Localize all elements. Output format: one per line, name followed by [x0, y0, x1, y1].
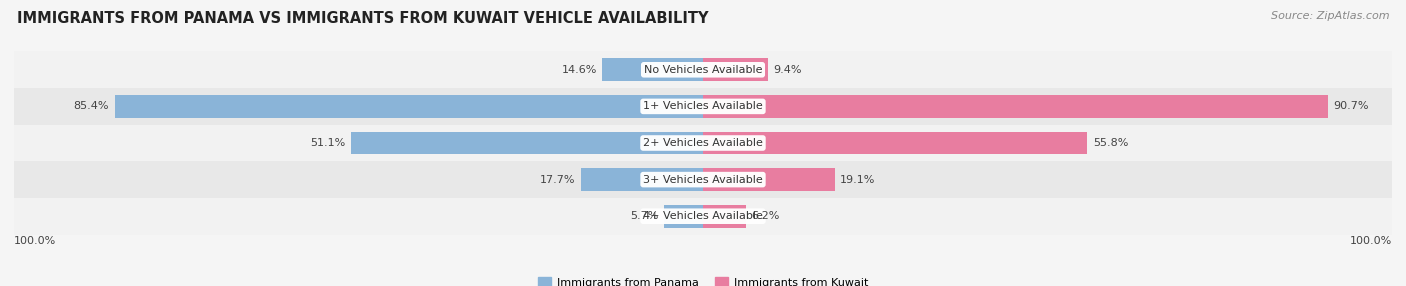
Text: 3+ Vehicles Available: 3+ Vehicles Available — [643, 175, 763, 184]
Bar — [664, 205, 703, 228]
Text: 6.2%: 6.2% — [751, 211, 779, 221]
Bar — [14, 125, 1392, 161]
Text: 2+ Vehicles Available: 2+ Vehicles Available — [643, 138, 763, 148]
Bar — [703, 95, 1327, 118]
Text: 17.7%: 17.7% — [540, 175, 575, 184]
Text: No Vehicles Available: No Vehicles Available — [644, 65, 762, 75]
Text: 85.4%: 85.4% — [73, 102, 110, 111]
Bar — [703, 168, 835, 191]
Legend: Immigrants from Panama, Immigrants from Kuwait: Immigrants from Panama, Immigrants from … — [537, 277, 869, 286]
Text: 100.0%: 100.0% — [14, 236, 56, 246]
Text: 4+ Vehicles Available: 4+ Vehicles Available — [643, 211, 763, 221]
Bar — [352, 132, 703, 154]
Bar — [14, 88, 1392, 125]
Bar — [14, 161, 1392, 198]
Text: 90.7%: 90.7% — [1333, 102, 1369, 111]
Text: Source: ZipAtlas.com: Source: ZipAtlas.com — [1271, 11, 1389, 21]
Text: 55.8%: 55.8% — [1092, 138, 1129, 148]
Bar — [115, 95, 703, 118]
Text: 19.1%: 19.1% — [841, 175, 876, 184]
Text: 5.7%: 5.7% — [630, 211, 658, 221]
Bar — [14, 51, 1392, 88]
Text: IMMIGRANTS FROM PANAMA VS IMMIGRANTS FROM KUWAIT VEHICLE AVAILABILITY: IMMIGRANTS FROM PANAMA VS IMMIGRANTS FRO… — [17, 11, 709, 26]
Text: 100.0%: 100.0% — [1350, 236, 1392, 246]
Bar — [703, 58, 768, 81]
Bar — [14, 198, 1392, 235]
Bar — [703, 132, 1087, 154]
Text: 1+ Vehicles Available: 1+ Vehicles Available — [643, 102, 763, 111]
Text: 14.6%: 14.6% — [561, 65, 598, 75]
Bar — [581, 168, 703, 191]
Text: 9.4%: 9.4% — [773, 65, 801, 75]
Text: 51.1%: 51.1% — [311, 138, 346, 148]
Bar — [703, 205, 745, 228]
Bar — [602, 58, 703, 81]
